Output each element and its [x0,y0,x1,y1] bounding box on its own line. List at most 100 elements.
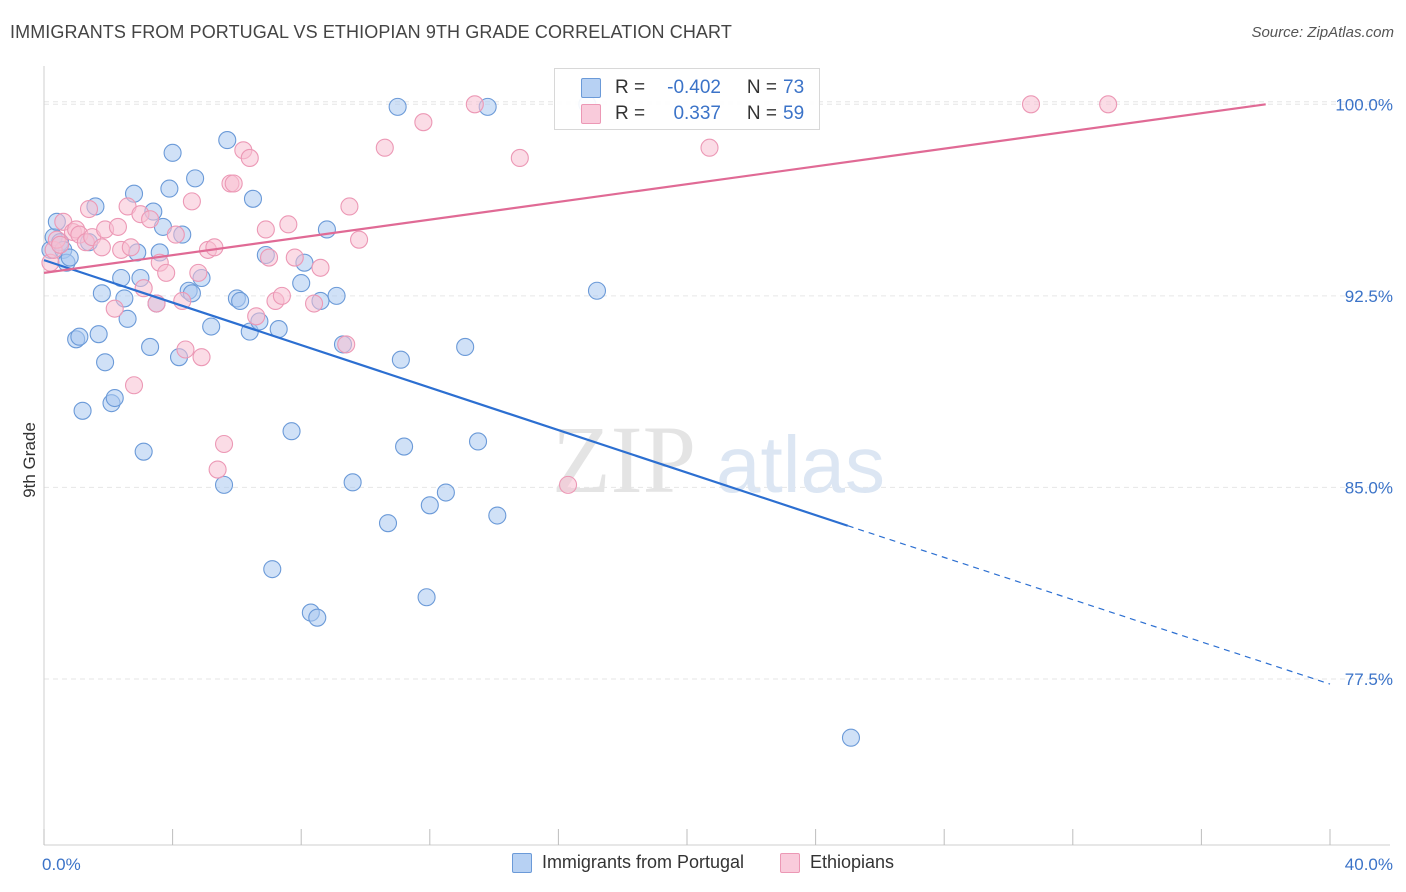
portugal-point [202,317,221,336]
ethiopians-point [224,174,243,193]
watermark: ZIP atlas [552,406,885,513]
portugal-point [141,337,160,357]
watermark-zip: ZIP [552,406,696,513]
ethiopians-point [305,294,324,313]
n-value-ethiopians: 59 [783,103,805,124]
legend-label-ethiopians: Ethiopians [810,852,895,872]
portugal-point [96,353,115,372]
ethiopians-point [1021,95,1041,114]
y-axis-label: 9th Grade [20,422,39,498]
ethiopians-point [141,210,160,229]
ethiopians-point [108,217,127,236]
trend-lines [43,103,1331,685]
chart-title: IMMIGRANTS FROM PORTUGAL VS ETHIOPIAN 9T… [10,22,732,42]
ethiopians-point [350,230,369,249]
portugal-point [134,442,153,461]
portugal-point [92,284,111,303]
watermark-atlas: atlas [716,420,885,509]
ethiopians-point [247,307,266,326]
legend-label-portugal: Immigrants from Portugal [541,852,744,872]
portugal-point [89,325,108,344]
ethiopians-point [92,238,111,257]
n-label: N = [746,77,777,98]
r-value-ethiopians: 0.337 [673,103,721,124]
ethiopians-point [375,138,394,157]
legend-swatch-portugal [511,852,532,873]
portugal-point [436,483,455,502]
portugal-point [243,189,263,208]
ethiopians-point [208,460,227,479]
ethiopians-point [279,215,298,234]
legend-item-portugal: Immigrants from Portugal [511,852,744,873]
ethiopians-point [256,220,275,239]
ethiopians-point [311,258,330,277]
ethiopians-point [240,148,259,167]
ethiopians-point [51,235,70,254]
portugal-point [214,475,234,494]
portugal-point [292,274,311,293]
stats-legend: R = -0.402 N = 73 R = 0.337 N = 59 [554,68,820,130]
portugal-point [163,143,182,162]
portugal-point [282,422,301,441]
portugal-point [468,432,488,451]
r-value-portugal: -0.402 [667,77,721,98]
portugal-point [841,728,861,747]
ethiopians-point [1099,95,1118,114]
ethiopians-point [105,299,124,318]
portugal-point [231,291,250,311]
ethiopians-point [510,148,529,167]
grid-lines [44,101,1390,680]
stats-row-portugal: R = -0.402 N = 73 [581,75,804,101]
portugal-point [456,337,475,357]
x-tick-label: 40.0% [1345,855,1393,874]
y-tick-label: 92.5% [1345,287,1393,306]
ethiopians-point [700,138,719,157]
ethiopians-point [189,263,208,282]
ethiopians-point [192,348,211,367]
portugal-point [118,309,137,328]
ethiopians-point [124,376,144,395]
ethiopians-point [176,340,195,359]
portugal-point [186,169,205,188]
x-tick-label: 0.0% [42,855,81,874]
portugal-point [378,514,398,533]
portugal-point [160,179,179,198]
ethiopians-trend-line [43,103,1266,274]
ethiopians-swatch [581,104,601,124]
legend-swatch-ethiopians [780,852,800,873]
r-label: R = [615,77,646,98]
ethiopians-point [166,225,185,244]
portugal-point [263,560,282,579]
portugal-point [308,608,327,627]
ethiopians-point [558,475,578,494]
ethiopians-point [182,192,201,211]
portugal-point [420,496,439,515]
portugal-point [488,506,507,525]
chart-legend: Immigrants from Portugal Ethiopians [0,852,1406,873]
ethiopians-point [157,263,176,282]
ethiopians-point [414,113,433,132]
n-label: N = [746,103,777,124]
data-points [41,95,1118,747]
tick-labels: 100.0% 92.5% 85.0% 77.5% 0.0% 40.0% [42,95,1393,874]
portugal-trend-line [43,259,849,527]
portugal-point [587,281,607,300]
y-tick-label: 77.5% [1345,670,1393,689]
portugal-point [60,248,79,267]
source-label: Source: ZipAtlas.com [1251,24,1394,41]
ethiopians-point [205,238,224,257]
portugal-point [70,327,89,346]
ethiopians-point [285,248,304,267]
portugal-point [417,588,436,607]
portugal-point [343,473,362,492]
ethiopians-point [214,434,234,454]
ethiopians-point [272,286,291,305]
portugal-point [73,401,92,420]
portugal-trend-extension [847,525,1331,685]
portugal-point [105,388,124,408]
portugal-swatch [581,78,601,98]
ethiopians-point [79,199,99,219]
ethiopians-point [340,197,359,216]
portugal-point [388,97,407,116]
